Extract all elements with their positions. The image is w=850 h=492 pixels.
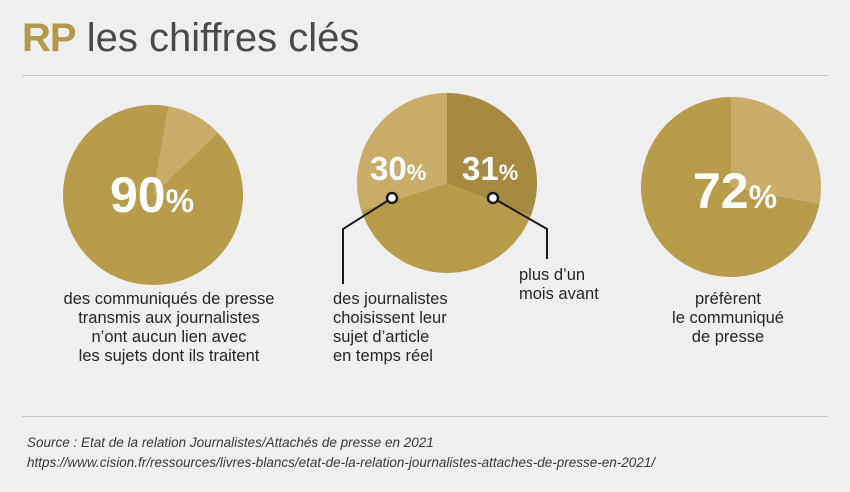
pie-chart-communiques: 90% bbox=[63, 105, 244, 286]
pie2-unit-31: % bbox=[499, 160, 519, 185]
pie3-value-label: 72% bbox=[693, 163, 777, 219]
pie2-unit-30: % bbox=[407, 160, 427, 185]
pointer-dot-31 bbox=[486, 191, 500, 205]
pie2-slice-30 bbox=[356, 92, 447, 211]
pie2-caption-line: choisissent leur bbox=[333, 309, 447, 327]
pie1-caption: des communiqués de presse transmis aux j… bbox=[22, 290, 316, 366]
pie3-caption-line: le communiqué bbox=[672, 309, 784, 327]
pie2-caption-line: en temps réel bbox=[333, 347, 433, 365]
pie2-slice-31 bbox=[447, 93, 537, 217]
pie3-slice-main bbox=[641, 97, 820, 278]
pie1-slice-remainder bbox=[153, 106, 218, 195]
pie1-unit: % bbox=[166, 183, 194, 219]
pie-chart-journalistes: 30% 31% bbox=[342, 92, 548, 284]
pointer-line-30 bbox=[342, 197, 393, 284]
pie3-caption-line: préfèrent bbox=[694, 290, 762, 308]
pie1-caption-line: des communiqués de presse bbox=[63, 290, 275, 308]
pie2-caption-line: mois avant bbox=[519, 285, 599, 303]
pie3-unit: % bbox=[749, 179, 777, 215]
pointer-line-31 bbox=[492, 197, 548, 259]
pie2-caption-line: sujet d’article bbox=[333, 328, 430, 346]
title-text: les chiffres clés bbox=[86, 16, 360, 60]
pie3-slice-remainder bbox=[731, 97, 822, 204]
pie1-caption-line: les sujets dont ils traitent bbox=[78, 347, 260, 365]
pie3-number: 72 bbox=[693, 163, 749, 219]
pie2-slice-other bbox=[361, 183, 531, 274]
pointer-dot-30 bbox=[385, 191, 399, 205]
pie1-caption-line: n’ont aucun lien avec bbox=[91, 328, 247, 346]
pie2-caption-line: des journalistes bbox=[333, 290, 448, 308]
source-line: Source : Etat de la relation Journaliste… bbox=[27, 435, 434, 450]
pie2-number-31: 31 bbox=[462, 150, 499, 187]
pie2-caption-line: plus d’un bbox=[519, 266, 586, 284]
pie1-value-label: 90% bbox=[110, 167, 194, 223]
pie2-caption-31: plus d’un mois avant bbox=[519, 266, 629, 304]
pie1-caption-line: transmis aux journalistes bbox=[78, 309, 260, 327]
pie1-number: 90 bbox=[110, 167, 166, 223]
pie2-caption-30: des journalistes choisissent leur sujet … bbox=[333, 290, 493, 366]
pie2-value-label-31: 31% bbox=[462, 150, 518, 187]
pie2-value-label-30: 30% bbox=[370, 150, 426, 187]
pie1-slice-main bbox=[63, 105, 244, 286]
pie3-caption: préfèrent le communiqué de presse bbox=[655, 290, 801, 347]
top-divider bbox=[22, 75, 828, 76]
bottom-divider bbox=[22, 416, 828, 417]
pie3-caption-line: de presse bbox=[691, 328, 765, 346]
pie2-number-30: 30 bbox=[370, 150, 407, 187]
source-url: https://www.cision.fr/ressources/livres-… bbox=[27, 455, 656, 470]
pie-chart-preferent: 72% bbox=[641, 97, 822, 278]
page-title: RP les chiffres clés bbox=[22, 14, 359, 62]
title-brand: RP bbox=[22, 16, 77, 60]
